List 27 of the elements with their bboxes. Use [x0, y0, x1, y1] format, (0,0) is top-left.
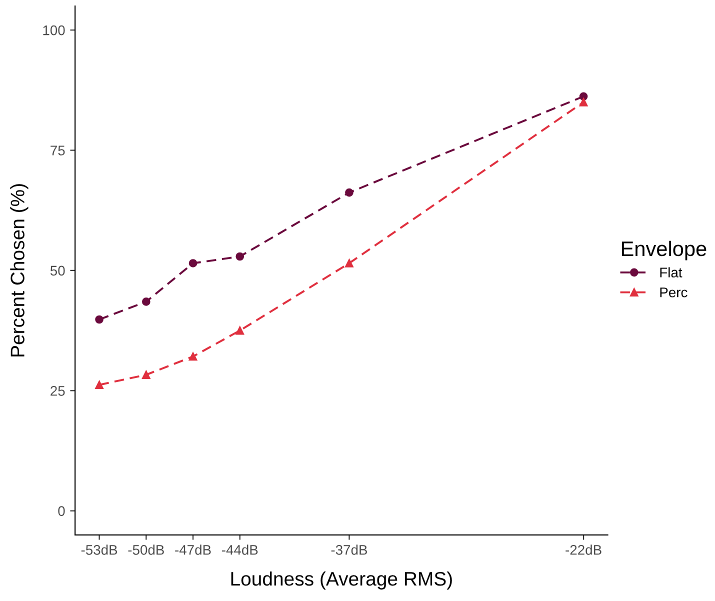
point — [188, 259, 198, 268]
x-tick-label: -53dB — [81, 544, 118, 555]
point — [95, 380, 104, 390]
point — [345, 188, 354, 197]
point — [236, 326, 244, 335]
legend-title: Envelope — [622, 240, 706, 260]
y-tick-label: 75 — [50, 146, 65, 156]
x-tick-label: -37dB — [331, 544, 368, 555]
x-tick-label: -47dB — [175, 544, 211, 555]
point — [142, 298, 150, 306]
point — [345, 259, 354, 268]
point — [236, 252, 244, 261]
legend-label: Flat — [660, 267, 682, 278]
x-axis-title: Loudness (Average RMS) — [231, 571, 452, 590]
y-axis-title: Percent Chosen (%) — [10, 184, 28, 356]
x-tick-label: -50dB — [128, 544, 164, 555]
y-tick-label: 25 — [50, 386, 65, 396]
y-tick-label: 50 — [50, 266, 65, 276]
legend-label: Perc — [660, 288, 688, 298]
x-tick-label: -44dB — [222, 544, 258, 555]
y-tick-label: 100 — [43, 25, 65, 36]
y-tick-label: 0 — [58, 506, 65, 516]
point — [95, 315, 104, 324]
point — [579, 98, 588, 106]
x-tick-label: -22dB — [566, 544, 602, 555]
point — [142, 370, 150, 379]
point — [188, 352, 198, 361]
